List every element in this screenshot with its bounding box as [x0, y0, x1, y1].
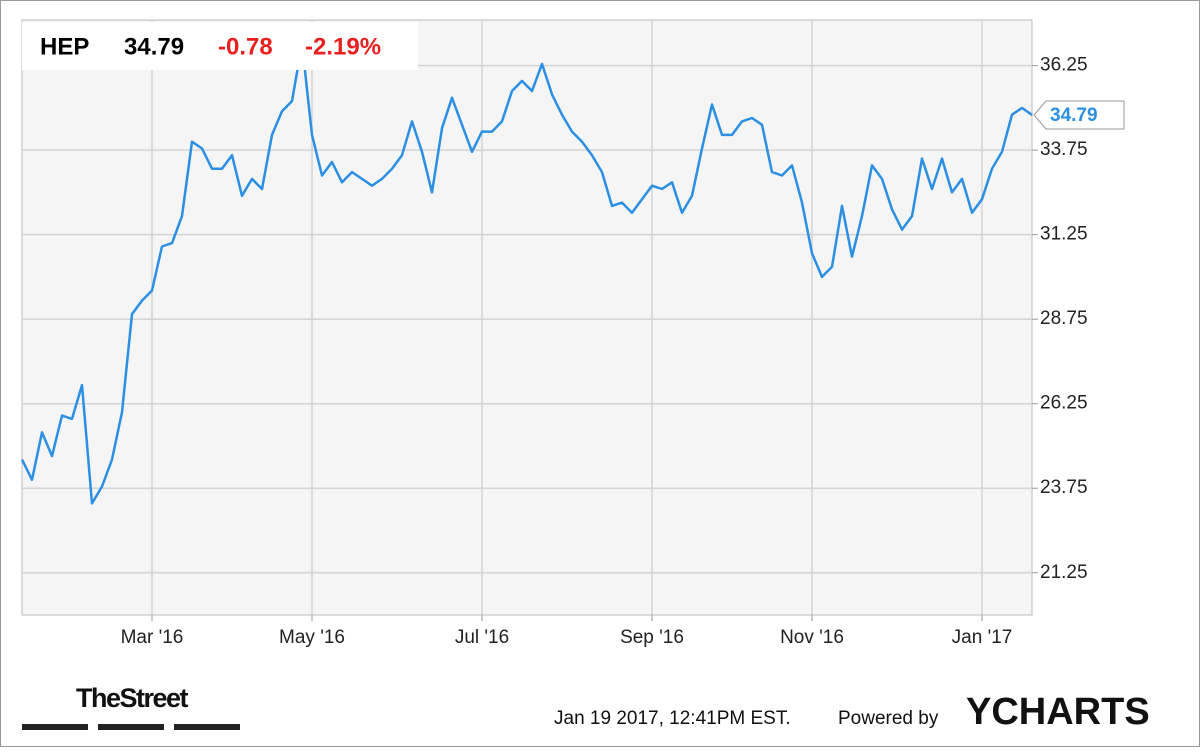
y-tick-label: 33.75 [1040, 139, 1088, 160]
x-tick-label: Mar '16 [121, 627, 184, 648]
ticker: HEP [40, 33, 89, 60]
x-tick-label: Nov '16 [780, 627, 844, 648]
last-value-callout [1033, 100, 1125, 130]
brand-bar [174, 724, 240, 730]
powered-by: Powered by [838, 708, 939, 729]
timestamp: Jan 19 2017, 12:41PM EST. [554, 708, 791, 729]
y-tick-label: 28.75 [1040, 308, 1088, 329]
change: -0.78 [218, 33, 273, 60]
x-tick-label: Sep '16 [620, 627, 684, 648]
y-tick-label: 23.75 [1040, 477, 1088, 498]
plot-area [21, 19, 1033, 616]
brand-bar [22, 724, 88, 730]
change-percent: -2.19% [305, 33, 381, 60]
header-box [22, 22, 418, 70]
y-tick-label: 31.25 [1040, 224, 1088, 245]
x-tick-label: May '16 [279, 627, 345, 648]
price: 34.79 [124, 33, 184, 60]
y-tick-label: 36.25 [1040, 55, 1088, 76]
y-tick-label: 21.25 [1040, 562, 1088, 583]
x-tick-label: Jul '16 [455, 627, 509, 648]
x-tick-label: Jan '17 [952, 627, 1013, 648]
price-line [20, 42, 1033, 505]
brand-logo: TheStreet [76, 683, 189, 713]
y-tick-label: 26.25 [1040, 393, 1088, 414]
lines [20, 42, 1033, 505]
provider-logo: YCHARTS [966, 691, 1150, 733]
brand-bar [98, 724, 164, 730]
last-value-label: 34.79 [1050, 105, 1098, 126]
